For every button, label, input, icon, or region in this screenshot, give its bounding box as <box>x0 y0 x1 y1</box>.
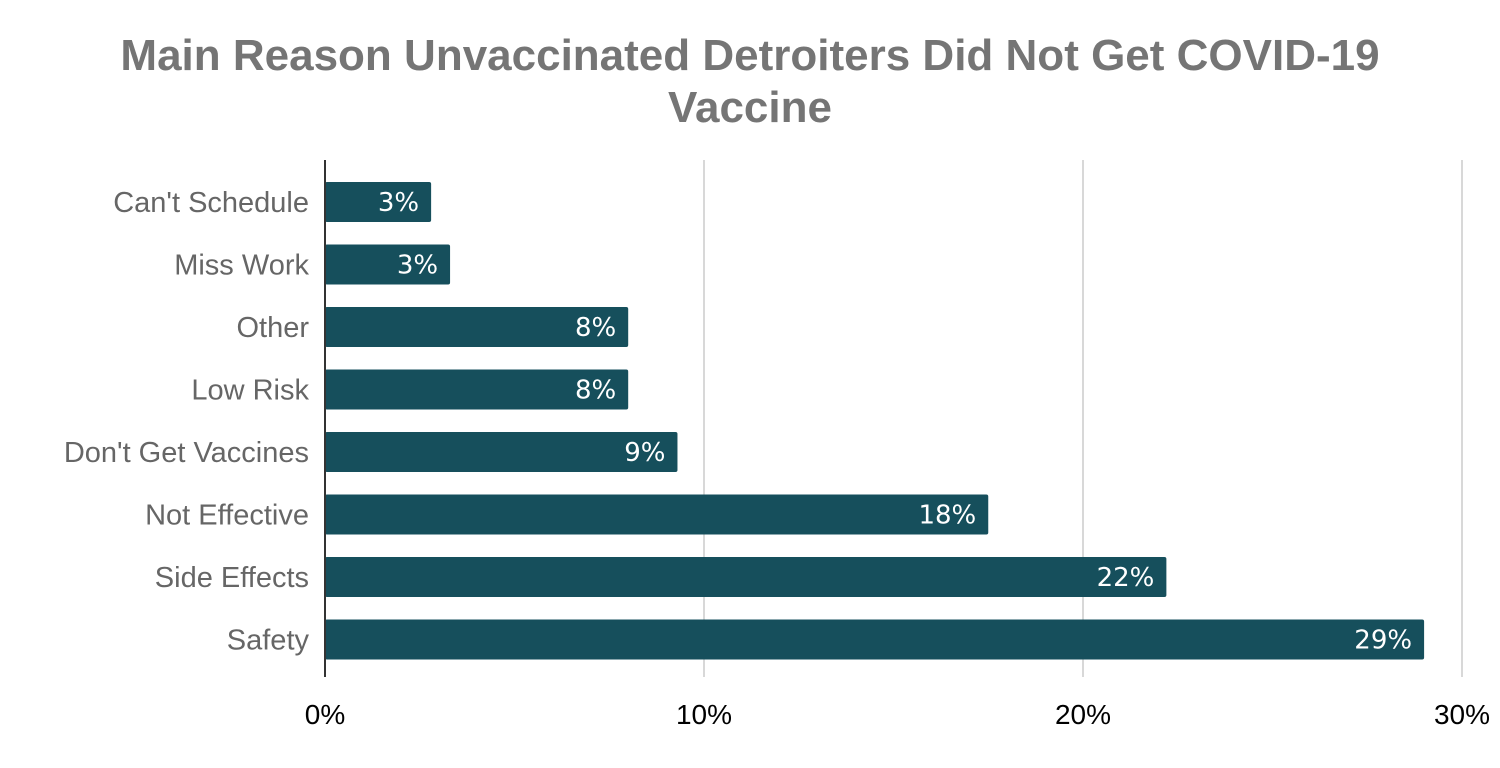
data-label: 22% <box>1097 563 1155 593</box>
category-label: Low Risk <box>191 375 309 407</box>
category-label: Can't Schedule <box>113 187 309 219</box>
category-label: Safety <box>227 625 310 657</box>
category-label: Other <box>236 312 309 344</box>
chart-title-line-2: Vaccine <box>668 83 832 132</box>
bar <box>325 557 1167 597</box>
data-label: 9% <box>624 438 665 468</box>
data-label: 8% <box>575 376 616 406</box>
x-tick-label: 0% <box>305 699 345 730</box>
bar <box>325 494 989 535</box>
bars <box>325 182 1425 660</box>
bar <box>325 432 678 472</box>
chart-title-line-1: Main Reason Unvaccinated Detroiters Did … <box>120 31 1380 80</box>
bar <box>325 307 629 347</box>
category-label: Side Effects <box>155 562 309 594</box>
bar <box>325 182 432 222</box>
bar <box>325 369 629 410</box>
category-label: Don't Get Vaccines <box>64 437 309 469</box>
data-label: 3% <box>378 188 419 218</box>
bar <box>325 619 1425 660</box>
category-label: Not Effective <box>145 500 309 532</box>
x-tick-label: 10% <box>676 699 732 730</box>
data-label: 18% <box>918 501 976 531</box>
x-tick-label: 20% <box>1055 699 1111 730</box>
grid-lines <box>703 160 1463 677</box>
category-label: Miss Work <box>174 250 309 282</box>
bar <box>325 244 451 285</box>
chart-title: Main Reason Unvaccinated Detroiters Did … <box>0 30 1500 134</box>
data-label: 8% <box>575 313 616 343</box>
data-label: 29% <box>1354 626 1412 656</box>
labels: 0% 10% 20% 30% Can't Schedule 3% Miss Work 3% Ot… <box>64 187 1490 730</box>
x-tick-label: 30% <box>1434 699 1490 730</box>
data-label: 3% <box>397 251 438 281</box>
